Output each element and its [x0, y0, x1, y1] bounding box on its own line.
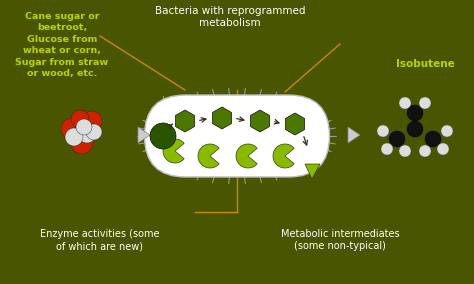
Circle shape — [61, 118, 83, 140]
Circle shape — [78, 125, 96, 143]
Circle shape — [419, 97, 431, 109]
Circle shape — [407, 121, 423, 137]
Circle shape — [381, 143, 393, 155]
Wedge shape — [198, 144, 219, 168]
Text: Enzyme activities (some
of which are new): Enzyme activities (some of which are new… — [40, 229, 160, 251]
Text: Metabolic intermediates
(some non-typical): Metabolic intermediates (some non-typica… — [281, 229, 399, 251]
Circle shape — [86, 124, 102, 140]
Circle shape — [150, 123, 176, 149]
Circle shape — [377, 125, 389, 137]
Polygon shape — [285, 113, 304, 135]
Polygon shape — [348, 127, 360, 143]
FancyBboxPatch shape — [145, 95, 329, 177]
Circle shape — [441, 125, 453, 137]
Wedge shape — [273, 144, 294, 168]
Polygon shape — [250, 110, 270, 132]
Polygon shape — [305, 164, 320, 179]
Circle shape — [407, 105, 423, 121]
Circle shape — [71, 110, 89, 128]
Wedge shape — [163, 139, 184, 163]
Polygon shape — [212, 107, 231, 129]
Text: Bacteria with reprogrammed
metabolism: Bacteria with reprogrammed metabolism — [155, 6, 305, 28]
Circle shape — [399, 145, 411, 157]
Circle shape — [71, 132, 93, 154]
Text: Cane sugar or
beetroot,
Glucose from
wheat or corn,
Sugar from straw
or wood, et: Cane sugar or beetroot, Glucose from whe… — [16, 12, 109, 78]
Circle shape — [82, 111, 102, 131]
Circle shape — [399, 97, 411, 109]
Polygon shape — [138, 127, 150, 143]
Text: Isobutene: Isobutene — [396, 59, 455, 69]
Circle shape — [425, 131, 441, 147]
Circle shape — [76, 119, 92, 135]
Polygon shape — [175, 110, 194, 132]
Circle shape — [419, 145, 431, 157]
Circle shape — [437, 143, 449, 155]
Circle shape — [389, 131, 405, 147]
Circle shape — [65, 128, 83, 146]
Wedge shape — [236, 144, 257, 168]
